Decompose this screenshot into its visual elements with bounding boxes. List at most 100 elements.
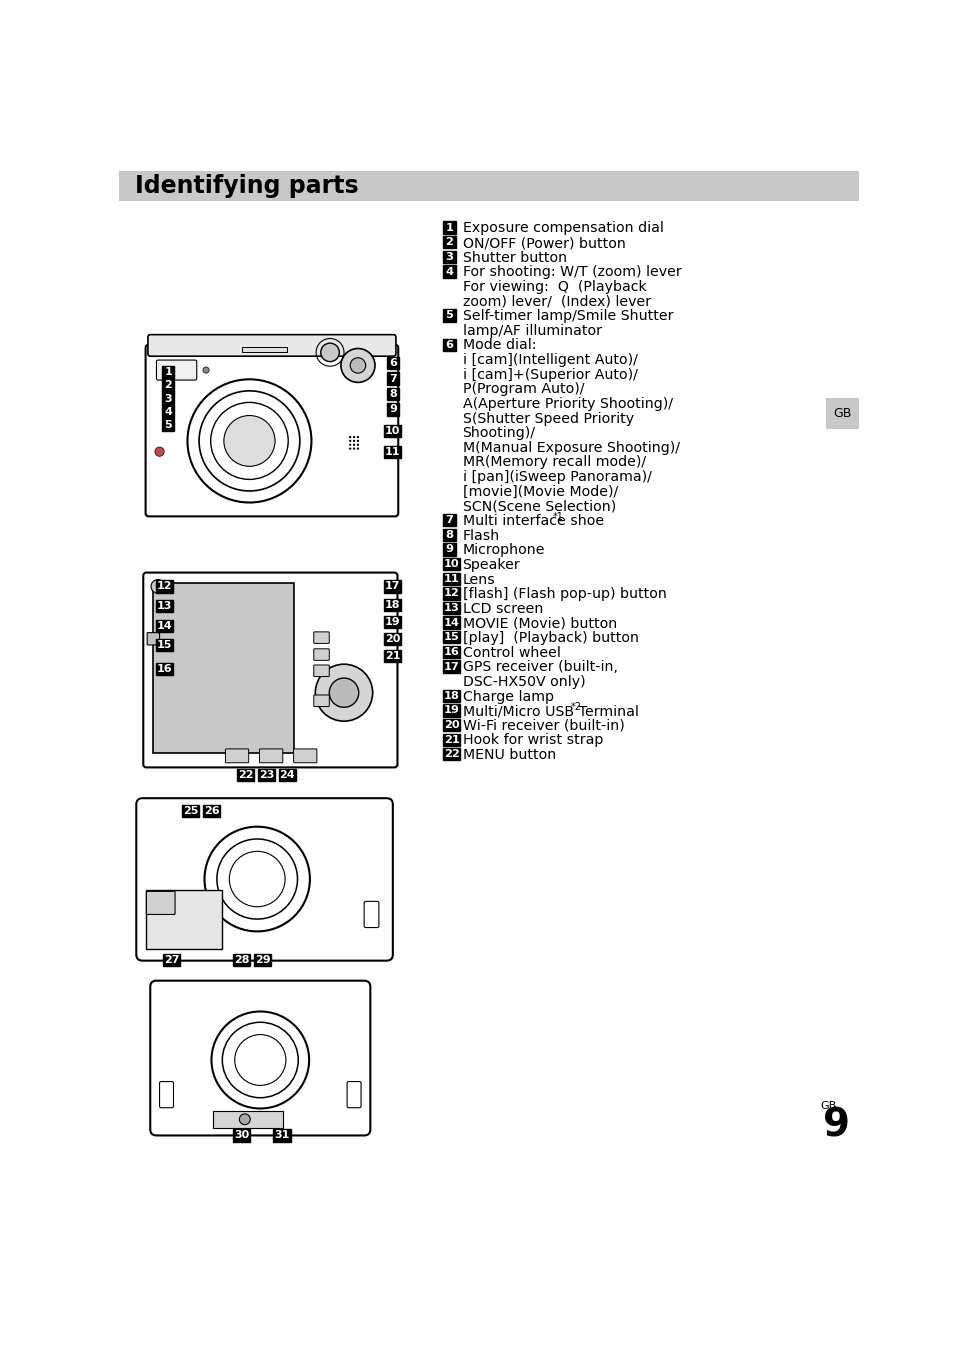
Text: For viewing:  Q  (Playback: For viewing: Q (Playback bbox=[462, 280, 645, 295]
Circle shape bbox=[356, 436, 358, 438]
FancyBboxPatch shape bbox=[233, 954, 250, 966]
Text: Multi/Micro USB Terminal: Multi/Micro USB Terminal bbox=[462, 705, 638, 718]
Circle shape bbox=[353, 448, 355, 449]
Text: 5: 5 bbox=[164, 420, 172, 430]
Circle shape bbox=[349, 440, 351, 443]
FancyBboxPatch shape bbox=[162, 379, 174, 391]
Text: 28: 28 bbox=[233, 955, 249, 964]
FancyBboxPatch shape bbox=[253, 954, 271, 966]
Circle shape bbox=[224, 416, 274, 467]
FancyBboxPatch shape bbox=[155, 580, 172, 593]
FancyBboxPatch shape bbox=[163, 954, 180, 966]
Text: Hook for wrist strap: Hook for wrist strap bbox=[462, 733, 602, 748]
Text: 21: 21 bbox=[385, 651, 400, 660]
Text: 13: 13 bbox=[156, 601, 172, 611]
FancyBboxPatch shape bbox=[443, 237, 456, 249]
FancyBboxPatch shape bbox=[162, 405, 174, 418]
Text: 2: 2 bbox=[164, 381, 172, 390]
FancyBboxPatch shape bbox=[136, 798, 393, 960]
Text: Speaker: Speaker bbox=[462, 558, 519, 572]
Text: GB: GB bbox=[832, 406, 851, 420]
Circle shape bbox=[151, 580, 165, 593]
Text: 10: 10 bbox=[385, 426, 400, 436]
FancyBboxPatch shape bbox=[159, 1081, 173, 1108]
FancyBboxPatch shape bbox=[443, 646, 459, 658]
Text: DSC-HX50V only): DSC-HX50V only) bbox=[462, 675, 584, 689]
Text: Multi interface shoe: Multi interface shoe bbox=[462, 514, 603, 529]
Text: 14: 14 bbox=[443, 617, 459, 628]
FancyBboxPatch shape bbox=[152, 584, 294, 753]
Text: 19: 19 bbox=[385, 617, 400, 627]
FancyBboxPatch shape bbox=[443, 339, 456, 351]
FancyBboxPatch shape bbox=[384, 635, 392, 642]
Circle shape bbox=[353, 440, 355, 443]
FancyBboxPatch shape bbox=[384, 617, 392, 625]
Text: 22: 22 bbox=[237, 771, 253, 780]
Text: A(Aperture Priority Shooting)/: A(Aperture Priority Shooting)/ bbox=[462, 397, 672, 412]
FancyBboxPatch shape bbox=[386, 387, 398, 399]
Text: 19: 19 bbox=[443, 705, 459, 716]
FancyBboxPatch shape bbox=[443, 718, 459, 732]
Text: Lens: Lens bbox=[462, 573, 495, 586]
Text: 9: 9 bbox=[445, 545, 453, 554]
Text: i [pan](iSweep Panorama)/: i [pan](iSweep Panorama)/ bbox=[462, 471, 651, 484]
Circle shape bbox=[356, 440, 358, 443]
Circle shape bbox=[349, 448, 351, 449]
Text: 16: 16 bbox=[156, 664, 172, 674]
FancyBboxPatch shape bbox=[443, 558, 459, 570]
FancyBboxPatch shape bbox=[443, 222, 456, 234]
FancyBboxPatch shape bbox=[162, 418, 174, 430]
FancyBboxPatch shape bbox=[384, 425, 401, 437]
FancyBboxPatch shape bbox=[213, 1111, 282, 1127]
Text: 17: 17 bbox=[385, 581, 400, 592]
Text: Identifying parts: Identifying parts bbox=[134, 174, 358, 198]
Text: zoom) lever/  (Index) lever: zoom) lever/ (Index) lever bbox=[462, 295, 650, 308]
Text: 16: 16 bbox=[443, 647, 459, 656]
FancyBboxPatch shape bbox=[347, 1081, 360, 1108]
FancyBboxPatch shape bbox=[155, 600, 172, 612]
Text: 10: 10 bbox=[443, 560, 459, 569]
Text: 20: 20 bbox=[443, 720, 459, 730]
Circle shape bbox=[203, 367, 209, 373]
FancyBboxPatch shape bbox=[162, 366, 174, 378]
Text: 18: 18 bbox=[443, 691, 459, 701]
Text: 3: 3 bbox=[164, 394, 172, 404]
Text: 18: 18 bbox=[385, 600, 400, 609]
FancyBboxPatch shape bbox=[314, 632, 329, 643]
Circle shape bbox=[356, 444, 358, 447]
Text: 24: 24 bbox=[279, 771, 294, 780]
Text: Shooting)/: Shooting)/ bbox=[462, 426, 535, 440]
FancyBboxPatch shape bbox=[294, 749, 316, 763]
Circle shape bbox=[350, 358, 365, 373]
FancyBboxPatch shape bbox=[314, 664, 329, 677]
Text: [movie](Movie Mode)/: [movie](Movie Mode)/ bbox=[462, 484, 618, 499]
Text: 22: 22 bbox=[443, 749, 459, 760]
FancyBboxPatch shape bbox=[146, 344, 397, 516]
Text: lamp/AF illuminator: lamp/AF illuminator bbox=[462, 324, 601, 338]
Text: i [cam](Intelligent Auto)/: i [cam](Intelligent Auto)/ bbox=[462, 352, 637, 367]
Text: 11: 11 bbox=[385, 447, 400, 457]
Text: P(Program Auto)/: P(Program Auto)/ bbox=[462, 382, 583, 397]
FancyBboxPatch shape bbox=[274, 1130, 291, 1142]
FancyBboxPatch shape bbox=[146, 890, 221, 950]
Circle shape bbox=[349, 436, 351, 438]
Text: 11: 11 bbox=[443, 574, 459, 584]
Text: 12: 12 bbox=[156, 581, 172, 592]
FancyBboxPatch shape bbox=[150, 981, 370, 1135]
Text: 1: 1 bbox=[445, 223, 453, 233]
Text: [play]  (Playback) button: [play] (Playback) button bbox=[462, 631, 638, 646]
Text: 26: 26 bbox=[203, 806, 219, 816]
FancyBboxPatch shape bbox=[236, 769, 253, 781]
Text: 25: 25 bbox=[183, 806, 198, 816]
FancyBboxPatch shape bbox=[259, 749, 282, 763]
Text: MOVIE (Movie) button: MOVIE (Movie) button bbox=[462, 616, 617, 631]
FancyBboxPatch shape bbox=[146, 892, 174, 915]
Text: 27: 27 bbox=[164, 955, 179, 964]
Circle shape bbox=[349, 444, 351, 447]
FancyBboxPatch shape bbox=[443, 588, 459, 600]
Text: Flash: Flash bbox=[462, 529, 499, 542]
Text: MENU button: MENU button bbox=[462, 748, 556, 763]
FancyBboxPatch shape bbox=[155, 663, 172, 675]
Text: S(Shutter Speed Priority: S(Shutter Speed Priority bbox=[462, 412, 633, 425]
Text: SCN(Scene Selection): SCN(Scene Selection) bbox=[462, 499, 616, 514]
